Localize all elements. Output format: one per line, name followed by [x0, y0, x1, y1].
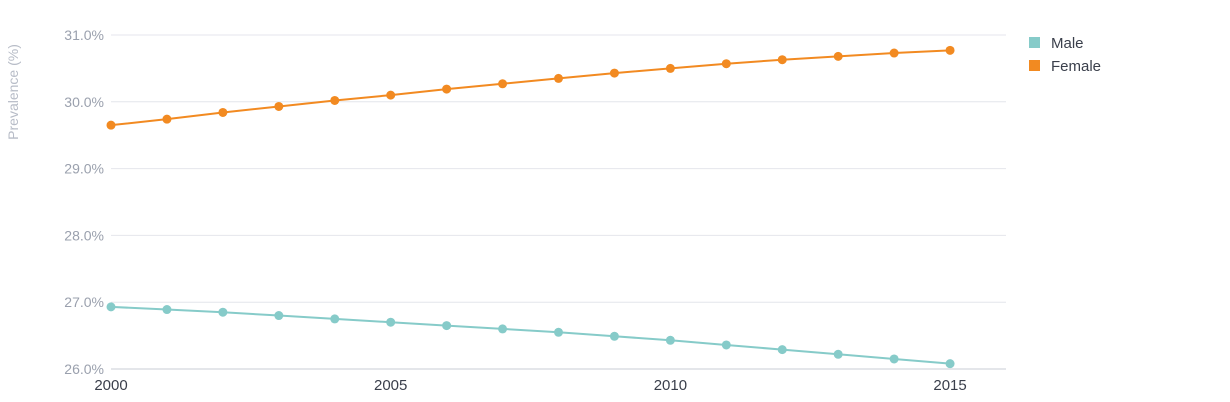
male-data-point[interactable] — [609, 331, 619, 341]
x-tick-label: 2015 — [933, 377, 966, 394]
legend: Male Female — [1029, 35, 1101, 75]
male-data-point[interactable] — [386, 317, 396, 327]
female-legend-swatch[interactable] — [1029, 60, 1040, 71]
y-tick-label: 29.0% — [64, 161, 104, 177]
male-data-point[interactable] — [442, 321, 452, 331]
x-axis-ticks: 2000 2005 2010 2015 — [94, 377, 966, 394]
male-data-point[interactable] — [106, 302, 116, 312]
y-axis-label: Prevalence (%) — [5, 44, 21, 140]
male-data-point[interactable] — [833, 349, 843, 359]
male-data-point[interactable] — [330, 314, 340, 324]
gridlines — [111, 34, 1006, 370]
male-data-point[interactable] — [889, 354, 899, 364]
male-data-point[interactable] — [721, 340, 731, 350]
female-data-point[interactable] — [274, 101, 284, 111]
male-data-point[interactable] — [945, 359, 955, 369]
female-data-point[interactable] — [498, 79, 508, 89]
female-data-point[interactable] — [386, 90, 396, 100]
female-data-point[interactable] — [721, 59, 731, 69]
y-tick-label: 27.0% — [64, 294, 104, 310]
male-legend-swatch[interactable] — [1029, 37, 1040, 48]
y-tick-label: 31.0% — [64, 27, 104, 43]
female-data-point[interactable] — [889, 48, 899, 58]
female-data-point[interactable] — [833, 51, 843, 61]
female-data-point[interactable] — [162, 114, 172, 124]
female-data-point[interactable] — [330, 95, 340, 105]
y-tick-label: 28.0% — [64, 227, 104, 243]
x-tick-label: 2010 — [654, 377, 687, 394]
female-data-point[interactable] — [218, 107, 228, 117]
y-axis-ticks: 26.0% 27.0% 28.0% 29.0% 30.0% 31.0% — [64, 27, 104, 377]
x-tick-label: 2000 — [94, 377, 127, 394]
female-data-point[interactable] — [665, 63, 675, 73]
y-tick-label: 30.0% — [64, 94, 104, 110]
female-legend-label[interactable]: Female — [1051, 58, 1101, 75]
male-data-point[interactable] — [777, 345, 787, 355]
female-data-point[interactable] — [945, 45, 955, 55]
y-tick-label: 26.0% — [64, 361, 104, 377]
male-data-point[interactable] — [274, 311, 284, 321]
female-data-point[interactable] — [106, 120, 116, 130]
female-data-point[interactable] — [777, 55, 787, 65]
series-lines — [106, 45, 955, 369]
male-data-point[interactable] — [162, 305, 172, 315]
male-data-point[interactable] — [498, 324, 508, 334]
male-data-point[interactable] — [218, 307, 228, 317]
male-data-point[interactable] — [665, 335, 675, 345]
female-series-line — [110, 49, 951, 127]
male-series-line — [110, 305, 951, 365]
x-tick-label: 2005 — [374, 377, 407, 394]
male-legend-label[interactable]: Male — [1051, 35, 1084, 52]
female-data-point[interactable] — [554, 73, 563, 83]
female-data-point[interactable] — [609, 68, 619, 78]
female-data-point[interactable] — [442, 84, 452, 94]
male-data-point[interactable] — [554, 327, 563, 337]
